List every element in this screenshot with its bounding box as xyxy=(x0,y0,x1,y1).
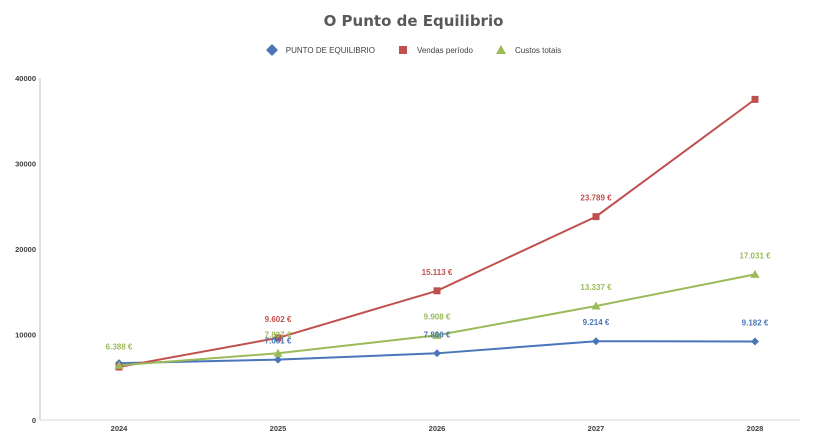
legend-label: Vendas período xyxy=(416,45,473,55)
data-label: 23.789 € xyxy=(580,194,612,203)
legend-item-custos-totais: Custos totais xyxy=(495,44,561,56)
x-tick-label: 2025 xyxy=(270,424,287,433)
legend-label: PUNTO DE EQUILIBRIO xyxy=(285,45,375,55)
legend-label: Custos totais xyxy=(515,45,562,55)
data-label: 17.031 € xyxy=(739,251,771,260)
data-point-triangle xyxy=(432,330,442,339)
y-tick-label: 0 xyxy=(32,416,36,425)
data-label: 7.800 € xyxy=(424,330,451,339)
data-point-triangle xyxy=(273,348,283,357)
data-point-triangle xyxy=(591,301,601,310)
y-tick-label: 30000 xyxy=(15,160,36,169)
legend-marker-square xyxy=(398,46,407,54)
data-label: 13.337 € xyxy=(580,283,612,292)
y-tick-label: 20000 xyxy=(15,245,36,254)
y-tick-label: 40000 xyxy=(15,74,36,83)
data-label: 6.388 € xyxy=(106,342,133,351)
x-tick-label: 2024 xyxy=(111,424,129,433)
chart-title: O Punto de Equilibrio xyxy=(323,12,504,30)
data-point-square xyxy=(592,213,600,221)
data-label: 9.182 € xyxy=(742,318,769,327)
data-label: 9.602 € xyxy=(265,315,292,324)
data-point-square xyxy=(274,334,282,342)
data-label: 9.214 € xyxy=(583,318,610,327)
legend-marker-diamond xyxy=(265,44,278,56)
data-label: 9.908 € xyxy=(424,312,451,321)
data-point-diamond xyxy=(433,349,441,358)
series-line-1 xyxy=(118,98,756,368)
x-tick-label: 2028 xyxy=(747,424,764,433)
legend-item-punto-de-equilibrio: PUNTO DE EQUILIBRIO xyxy=(265,44,375,56)
data-point-diamond xyxy=(592,337,600,346)
data-point-square xyxy=(433,287,441,295)
data-point-diamond xyxy=(274,355,282,364)
legend-marker-triangle xyxy=(496,45,506,54)
data-point-diamond xyxy=(751,337,759,346)
data-point-square xyxy=(751,95,759,103)
legend: PUNTO DE EQUILIBRIO Vendas período Custo… xyxy=(0,44,827,56)
data-label: 7.061 € xyxy=(265,337,292,346)
legend-item-vendas-periodo: Vendas período xyxy=(397,44,473,56)
data-label: 7.807 € xyxy=(265,330,292,339)
y-tick-label: 10000 xyxy=(15,331,36,340)
data-point-triangle xyxy=(114,360,124,369)
x-tick-label: 2027 xyxy=(588,424,605,433)
x-tick-label: 2026 xyxy=(429,424,446,433)
data-label: 15.113 € xyxy=(422,268,453,277)
data-point-triangle xyxy=(750,269,760,278)
